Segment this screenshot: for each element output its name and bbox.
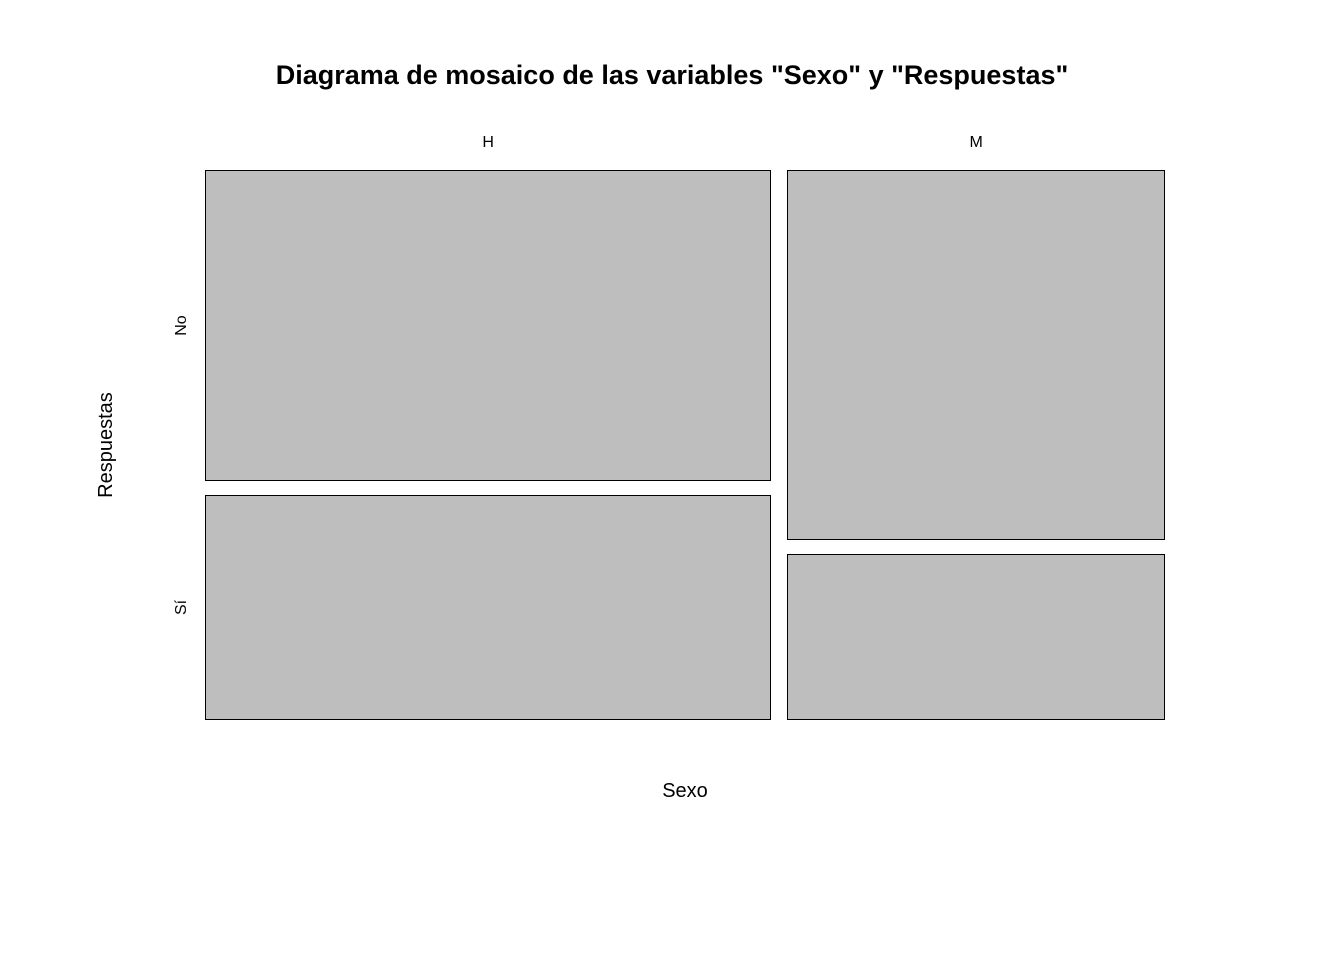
mosaic-tile bbox=[205, 495, 771, 720]
mosaic-chart: Diagrama de mosaico de las variables "Se… bbox=[0, 0, 1344, 960]
mosaic-tile bbox=[205, 170, 771, 481]
mosaic-tile bbox=[787, 554, 1165, 720]
chart-title: Diagrama de mosaico de las variables "Se… bbox=[0, 60, 1344, 91]
row-label: Sí bbox=[173, 495, 191, 720]
column-label: H bbox=[205, 134, 771, 152]
row-label: No bbox=[173, 170, 191, 481]
column-label: M bbox=[787, 134, 1165, 152]
mosaic-tile bbox=[787, 170, 1165, 540]
y-axis-label: Respuestas bbox=[95, 170, 118, 720]
x-axis-label: Sexo bbox=[205, 780, 1165, 803]
